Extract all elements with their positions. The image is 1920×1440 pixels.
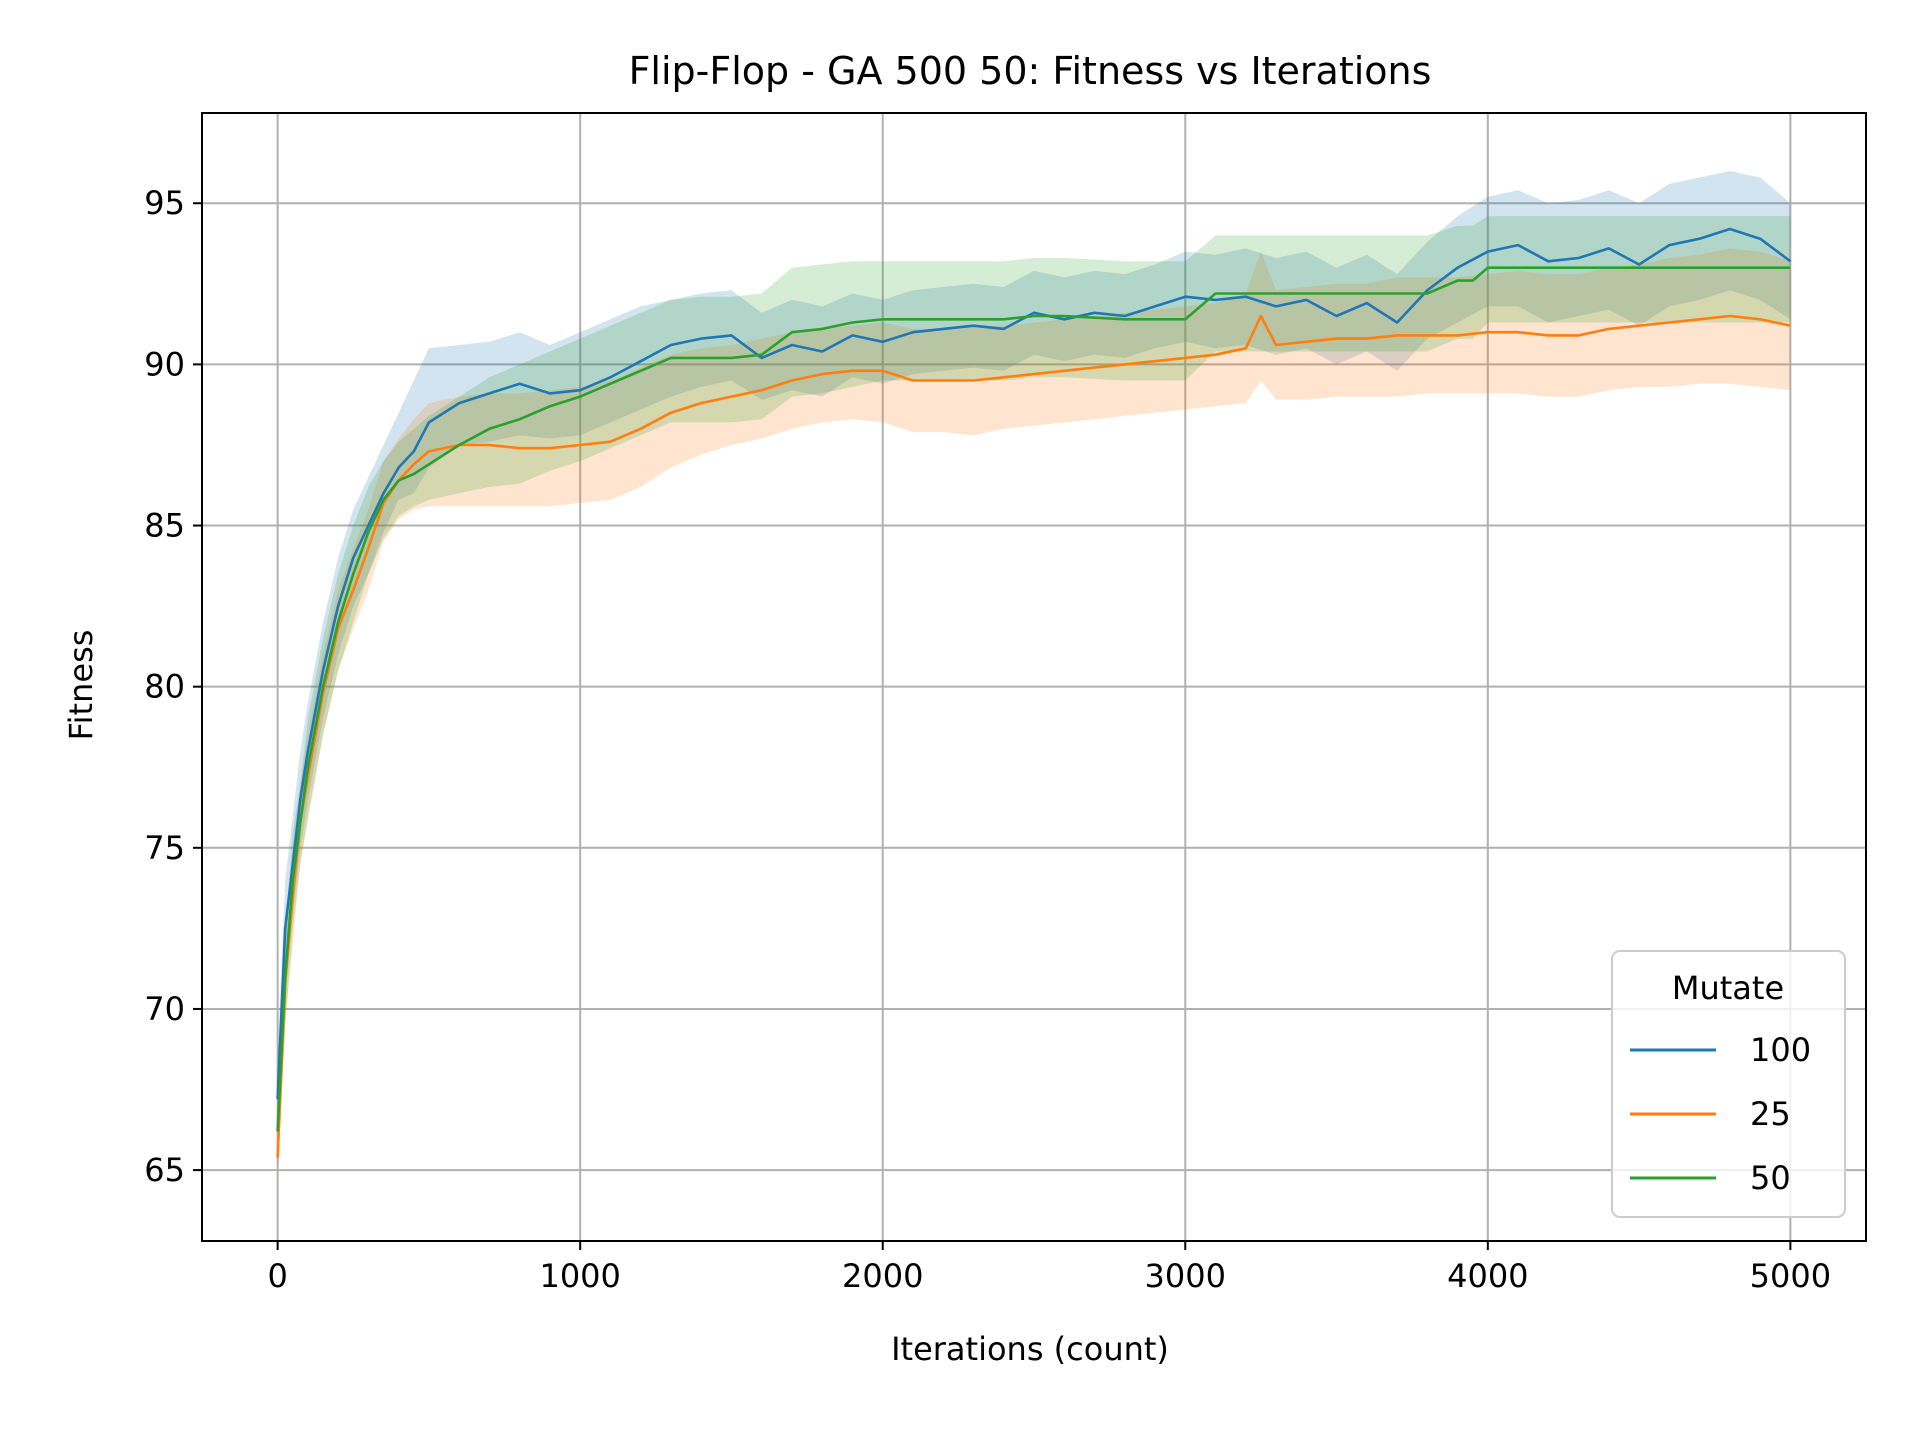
series-50-band <box>277 216 1791 1171</box>
x-tick-label: 1000 <box>539 1257 620 1295</box>
x-tick-label: 0 <box>267 1257 287 1295</box>
series-lines <box>276 227 1792 1158</box>
y-tick-label: 80 <box>144 668 185 706</box>
series-50-line <box>276 266 1791 1132</box>
axis-ticks: 0 1000 2000 3000 4000 5000 65 70 75 80 85 90 95 <box>144 184 1831 1295</box>
legend-label-25: 25 <box>1750 1095 1791 1133</box>
x-tick-label: 5000 <box>1750 1257 1831 1295</box>
y-axis-title: Fitness <box>62 630 100 741</box>
chart-title: Flip-Flop - GA 500 50: Fitness vs Iterat… <box>629 49 1432 93</box>
legend-label-100: 100 <box>1750 1031 1811 1069</box>
y-tick-label: 65 <box>144 1151 185 1189</box>
plot-area-frame <box>201 112 1867 1242</box>
series-25-band <box>277 248 1791 1187</box>
legend-label-50: 50 <box>1750 1159 1791 1197</box>
x-tick-label: 2000 <box>842 1257 923 1295</box>
x-axis-title: Iterations (count) <box>891 1330 1169 1368</box>
legend-title: Mutate <box>1672 969 1784 1007</box>
x-tick-label: 3000 <box>1145 1257 1226 1295</box>
y-tick-label: 90 <box>144 345 185 383</box>
legend-box <box>1611 950 1846 1218</box>
y-tick-label: 95 <box>144 184 185 222</box>
series-100-line <box>276 227 1792 1100</box>
x-tick-label: 4000 <box>1447 1257 1528 1295</box>
y-tick-label: 85 <box>144 507 185 545</box>
grid-lines <box>202 113 1866 1241</box>
y-tick-label: 70 <box>144 990 185 1028</box>
y-tick-label: 75 <box>144 829 185 867</box>
legend: Mutate 100 25 50 <box>1611 950 1846 1218</box>
